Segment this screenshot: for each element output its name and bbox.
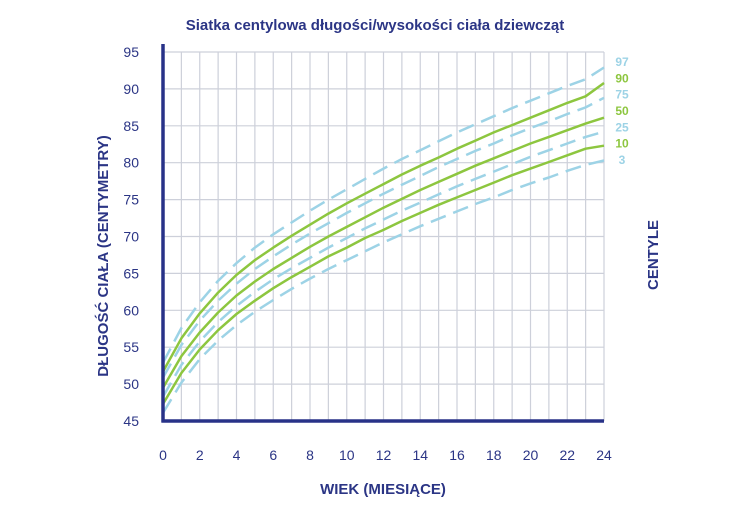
y-tick-label: 55 (123, 339, 139, 355)
y-tick-label: 85 (123, 118, 139, 134)
y-tick-label: 50 (123, 376, 139, 392)
y-tick-label: 75 (123, 192, 139, 208)
y-tick-label: 65 (123, 265, 139, 281)
percentile-label-10: 10 (615, 137, 629, 151)
series-line-p75 (161, 96, 605, 379)
x-tick-labels: 0 2 4 6 8 10 12 14 16 18 20 22 24 (159, 447, 612, 463)
percentile-label-97: 97 (615, 55, 629, 69)
x-tick-label: 2 (196, 447, 204, 463)
y-tick-label: 45 (123, 413, 139, 429)
percentile-label-50: 50 (615, 104, 629, 118)
x-tick-label: 4 (233, 447, 241, 463)
x-tick-label: 12 (376, 447, 392, 463)
x-tick-label: 18 (486, 447, 502, 463)
x-tick-label: 0 (159, 447, 167, 463)
x-tick-label: 22 (559, 447, 575, 463)
centile-axis-title: CENTYLE (645, 220, 662, 290)
percentile-label-90: 90 (615, 71, 629, 85)
y-tick-label: 70 (123, 229, 139, 245)
x-tick-label: 8 (306, 447, 314, 463)
percentile-label-75: 75 (615, 88, 629, 102)
x-tick-label: 16 (449, 447, 465, 463)
percentile-label-25: 25 (615, 120, 629, 134)
y-tick-label: 80 (123, 155, 139, 171)
y-tick-label: 95 (123, 44, 139, 60)
series-line-p3 (161, 159, 605, 414)
series-line-p90 (161, 81, 605, 373)
y-tick-labels: 45 50 55 60 65 70 75 80 85 90 95 (123, 44, 139, 429)
percentile-labels: 97 90 75 50 25 10 3 (615, 55, 629, 167)
y-gridlines (163, 51, 604, 385)
x-tick-label: 10 (339, 447, 355, 463)
chart-title: Siatka centylowa długości/wysokości ciał… (186, 17, 564, 34)
series-line-p10 (161, 144, 605, 405)
x-tick-label: 20 (523, 447, 539, 463)
series-line-p25 (161, 130, 605, 398)
y-tick-label: 60 (123, 302, 139, 318)
x-tick-label: 6 (269, 447, 277, 463)
series-layer (161, 66, 605, 414)
x-tick-label: 14 (412, 447, 428, 463)
percentile-label-3: 3 (619, 153, 626, 167)
x-axis-title: WIEK (MIESIĄCE) (320, 481, 446, 498)
y-axis-title: DŁUGOŚĆ CIAŁA (CENTYMETRY) (94, 135, 112, 376)
y-tick-label: 90 (123, 81, 139, 97)
series-line-p50 (161, 116, 605, 389)
x-tick-label: 24 (596, 447, 612, 463)
series-line-p97 (161, 66, 605, 364)
